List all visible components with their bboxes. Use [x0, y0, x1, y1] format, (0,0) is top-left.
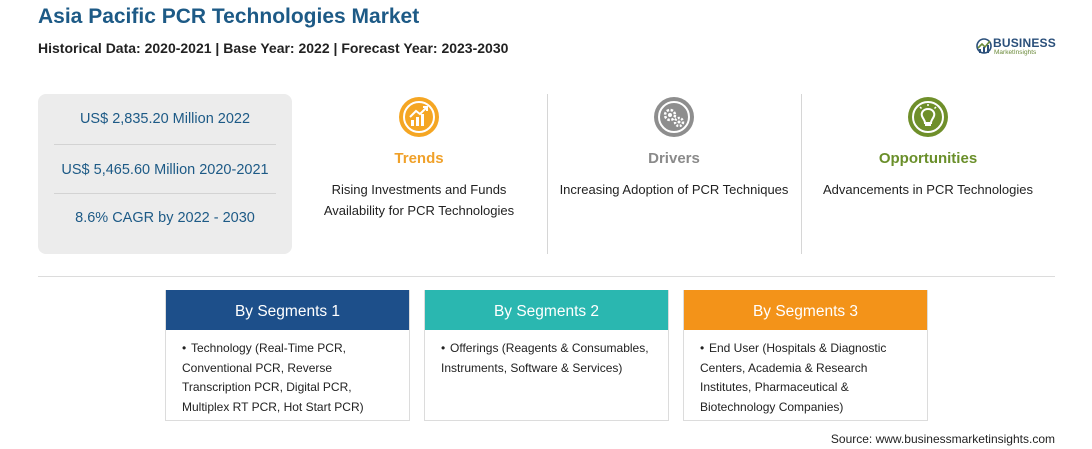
- bullet-icon: •: [441, 341, 446, 355]
- segment-3-text: End User (Hospitals & Diagnostic Centers…: [700, 341, 887, 414]
- page-title: Asia Pacific PCR Technologies Market: [38, 5, 420, 28]
- drivers-column: Drivers Increasing Adoption of PCR Techn…: [555, 94, 793, 254]
- segment-2-title: By Segments 2: [425, 290, 668, 330]
- column-divider: [801, 94, 802, 254]
- opportunities-column: Opportunities Advancements in PCR Techno…: [808, 94, 1048, 254]
- market-stats-panel: US$ 2,835.20 Million 2022 US$ 5,465.60 M…: [38, 94, 292, 254]
- segment-card-2: By Segments 2 • Offerings (Reagents & Con…: [424, 290, 669, 421]
- stat-market-size-historical: US$ 5,465.60 Million 2020-2021: [61, 162, 269, 178]
- segment-card-1: By Segments 1 • Technology (Real-Time PCR…: [165, 290, 410, 421]
- stat-divider: [54, 144, 276, 145]
- stat-market-size-2022: US$ 2,835.20 Million 2022: [79, 111, 251, 127]
- trends-heading: Trends: [394, 150, 444, 167]
- logo-globe-icon: [976, 38, 992, 54]
- bullet-icon: •: [700, 341, 705, 355]
- segment-1-text: Technology (Real-Time PCR, Conventional …: [182, 341, 364, 414]
- segment-2-text: Offerings (Reagents & Consumables, Instr…: [441, 341, 649, 375]
- segment-3-title: By Segments 3: [684, 290, 927, 330]
- trends-column: Trends Rising Investments and Funds Avai…: [303, 94, 535, 254]
- opportunities-text: Advancements in PCR Technologies: [822, 182, 1034, 197]
- source-credit: Source: www.businessmarketinsights.com: [830, 432, 1055, 446]
- trends-text: Rising Investments and Funds Availabilit…: [323, 182, 515, 218]
- page-subtitle: Historical Data: 2020-2021 | Base Year: …: [38, 40, 509, 56]
- stat-cagr: 8.6% CAGR by 2022 - 2030: [75, 210, 255, 226]
- chart-growth-icon: [399, 97, 439, 137]
- drivers-heading: Drivers: [648, 150, 700, 167]
- segment-1-title: By Segments 1: [166, 290, 409, 330]
- logo-tagline: MarketInsights: [994, 49, 1037, 56]
- stat-divider: [54, 193, 276, 194]
- bullet-icon: •: [182, 341, 187, 355]
- segment-3-body: • End User (Hospitals & Diagnostic Center…: [684, 330, 927, 417]
- drivers-text: Increasing Adoption of PCR Techniques: [559, 182, 789, 197]
- lightbulb-icon: [908, 97, 948, 137]
- section-divider: [38, 276, 1055, 277]
- segment-card-3: By Segments 3 • End User (Hospitals & Dia…: [683, 290, 928, 421]
- column-divider: [547, 94, 548, 254]
- logo-word: BUSINESS: [993, 36, 1056, 50]
- segment-2-body: • Offerings (Reagents & Consumables, Inst…: [425, 330, 668, 378]
- company-logo: BUSINESS MarketInsights: [975, 36, 1065, 60]
- gears-icon: [654, 97, 694, 137]
- segment-1-body: • Technology (Real-Time PCR, Conventional…: [166, 330, 409, 417]
- opportunities-heading: Opportunities: [878, 150, 978, 167]
